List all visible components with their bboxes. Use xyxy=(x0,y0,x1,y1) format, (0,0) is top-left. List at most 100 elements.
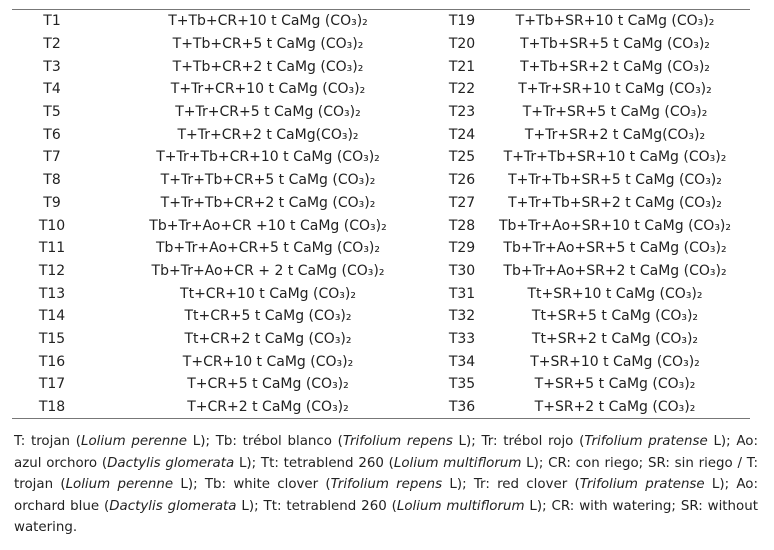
treatment-code: T5 xyxy=(43,104,61,121)
treatment-description: T+Tr+CR+10 t CaMg (CO₃)₂ xyxy=(170,81,366,98)
treatment-description: Tt+SR+2 t CaMg (CO₃)₂ xyxy=(531,330,699,347)
treatment-description: Tt+CR+5 t CaMg (CO₃)₂ xyxy=(184,308,352,325)
treatment-description: T+Tb+SR+5 t CaMg (CO₃)₂ xyxy=(520,36,710,53)
treatment-description: T+Tr+Tb+CR+10 t CaMg (CO₃)₂ xyxy=(156,149,380,166)
treatment-description: T+Tr+Tb+SR+5 t CaMg (CO₃)₂ xyxy=(508,172,722,189)
table-row: T4 T+Tr+CR+10 t CaMg (CO₃)₂ T22 T+Tr+SR+10 … xyxy=(12,78,750,101)
footnote-text: L); Tt: tetrablend 260 ( xyxy=(234,455,394,471)
treatment-description: T+Tb+SR+10 t CaMg (CO₃)₂ xyxy=(515,13,715,30)
table-row: T7 T+Tr+Tb+CR+10 t CaMg (CO₃)₂ T25 T+Tr+Tb+… xyxy=(12,146,750,169)
treatment-code: T20 xyxy=(448,36,476,53)
treatment-code: T7 xyxy=(43,149,61,166)
treatment-description: Tb+Tr+Ao+SR+10 t CaMg (CO₃)₂ xyxy=(498,217,732,234)
treatment-code: T3 xyxy=(43,58,61,75)
treatment-code: T15 xyxy=(38,330,66,347)
treatment-description: T+Tr+Tb+CR+5 t CaMg (CO₃)₂ xyxy=(160,172,376,189)
treatment-description: T+Tr+Tb+SR+2 t CaMg (CO₃)₂ xyxy=(508,194,722,211)
treatment-code: T1 xyxy=(43,13,61,30)
treatment-code: T30 xyxy=(448,262,476,279)
footnote-text: L); Tt: tetrablend 260 ( xyxy=(236,498,397,514)
table-row: T2 T+Tb+CR+5 t CaMg (CO₃)₂ T20 T+Tb+SR+5 t … xyxy=(12,33,750,56)
table-row: T11 Tb+Tr+Ao+CR+5 t CaMg (CO₃)₂ T29 Tb+Tr+A… xyxy=(12,237,750,260)
species-name: Trifolium repens xyxy=(342,434,453,449)
footnote-text: L); Tb: trébol blanco ( xyxy=(187,434,343,449)
treatment-description: Tt+SR+10 t CaMg (CO₃)₂ xyxy=(527,285,703,302)
treatment-code: T16 xyxy=(38,353,66,370)
treatment-code: T8 xyxy=(43,172,61,189)
treatment-code: T27 xyxy=(448,194,476,211)
footnote-text: L); Ao: azul orchoro ( xyxy=(14,434,759,471)
species-name: Dactylis glomerata xyxy=(107,455,235,471)
treatment-code: T32 xyxy=(448,308,476,325)
treatment-code: T21 xyxy=(448,58,476,75)
treatment-code: T6 xyxy=(43,126,61,143)
species-name: Trifolium pratense xyxy=(579,477,705,492)
treatment-description: T+SR+10 t CaMg (CO₃)₂ xyxy=(530,353,700,370)
species-name: Lolium perenne xyxy=(80,434,188,449)
footnote-text: L); Tb: white clover ( xyxy=(173,477,331,492)
treatment-code: T4 xyxy=(43,81,61,98)
table-row: T18 T+CR+2 t CaMg (CO₃)₂ T36 T+SR+2 t CaMg … xyxy=(12,396,750,419)
treatment-description: T+Tb+CR+10 t CaMg (CO₃)₂ xyxy=(168,13,368,30)
treatment-description: T+CR+5 t CaMg (CO₃)₂ xyxy=(187,376,349,393)
treatment-code: T9 xyxy=(43,194,61,211)
table-row: T3 T+Tb+CR+2 t CaMg (CO₃)₂ T21 T+Tb+SR+2 t … xyxy=(12,55,750,78)
table-row: T8 T+Tr+Tb+CR+5 t CaMg (CO₃)₂ T26 T+Tr+Tb+S… xyxy=(12,169,750,192)
treatment-description: T+CR+2 t CaMg (CO₃)₂ xyxy=(187,399,349,416)
treatment-code: T28 xyxy=(448,217,476,234)
footnote-text: L); CR: con riego; SR: sin riego / T: tr… xyxy=(14,455,759,493)
treatment-description: T+SR+2 t CaMg (CO₃)₂ xyxy=(534,399,696,416)
treatment-code: T26 xyxy=(448,172,476,189)
treatment-description: T+Tr+SR+10 t CaMg (CO₃)₂ xyxy=(518,81,712,98)
table-row: T15 Tt+CR+2 t CaMg (CO₃)₂ T33 Tt+SR+2 t CaM… xyxy=(12,328,750,351)
treatment-description: T+Tr+CR+5 t CaMg (CO₃)₂ xyxy=(175,104,361,121)
treatment-code: T34 xyxy=(448,353,476,370)
treatment-description: Tt+SR+5 t CaMg (CO₃)₂ xyxy=(531,308,699,325)
treatment-description: Tb+Tr+Ao+CR +10 t CaMg (CO₃)₂ xyxy=(149,217,387,234)
species-name: Lolium multiflorum xyxy=(396,498,525,514)
treatment-code: T13 xyxy=(38,285,66,302)
treatment-code: T14 xyxy=(38,308,66,325)
treatment-description: T+Tr+CR+2 t CaMg(CO₃)₂ xyxy=(177,126,359,143)
treatment-code: T36 xyxy=(448,399,476,416)
footnote-text: T: trojan ( xyxy=(14,434,81,449)
table-row: T16 T+CR+10 t CaMg (CO₃)₂ T34 T+SR+10 t CaM… xyxy=(12,350,750,373)
treatment-description: T+Tb+CR+2 t CaMg (CO₃)₂ xyxy=(172,58,364,75)
treatment-code: T11 xyxy=(38,240,66,257)
table-row: T1 T+Tb+CR+10 t CaMg (CO₃)₂ T19 T+Tb+SR+10 … xyxy=(12,10,750,33)
species-name: Lolium multiflorum xyxy=(393,455,522,471)
treatment-code: T33 xyxy=(448,330,476,347)
table-row: T5 T+Tr+CR+5 t CaMg (CO₃)₂ T23 T+Tr+SR+5 t … xyxy=(12,101,750,124)
treatment-description: Tt+CR+2 t CaMg (CO₃)₂ xyxy=(184,330,352,347)
treatment-table: T1 T+Tb+CR+10 t CaMg (CO₃)₂ T19 T+Tb+SR+10 … xyxy=(12,9,750,420)
footnote-text: L); Tr: red clover ( xyxy=(442,477,580,492)
species-name: Trifolium pratense xyxy=(584,434,708,449)
treatment-description: T+Tr+SR+5 t CaMg (CO₃)₂ xyxy=(522,104,708,121)
treatment-code: T18 xyxy=(38,399,66,416)
treatment-code: T19 xyxy=(448,13,476,30)
treatment-code: T17 xyxy=(38,376,66,393)
treatment-description: Tb+Tr+Ao+SR+2 t CaMg (CO₃)₂ xyxy=(503,262,727,279)
treatment-description: Tb+Tr+Ao+CR + 2 t CaMg (CO₃)₂ xyxy=(151,262,385,279)
footnote-text: L); Ao: orchard blue ( xyxy=(14,477,758,514)
table-container: T1 T+Tb+CR+10 t CaMg (CO₃)₂ T19 T+Tb+SR+10 … xyxy=(12,9,750,420)
treatment-description: T+Tb+CR+5 t CaMg (CO₃)₂ xyxy=(172,36,364,53)
treatment-description: Tb+Tr+Ao+CR+5 t CaMg (CO₃)₂ xyxy=(155,240,381,257)
treatment-description: T+CR+10 t CaMg (CO₃)₂ xyxy=(182,353,354,370)
treatment-code: T2 xyxy=(43,36,61,53)
treatment-code: T10 xyxy=(38,217,66,234)
table-row: T13 Tt+CR+10 t CaMg (CO₃)₂ T31 Tt+SR+10 t C… xyxy=(12,282,750,305)
treatment-description: T+Tr+Tb+CR+2 t CaMg (CO₃)₂ xyxy=(160,194,376,211)
treatment-code: T12 xyxy=(38,262,66,279)
footnote-text: L); Tr: trébol rojo ( xyxy=(452,434,585,449)
treatment-code: T35 xyxy=(448,376,476,393)
treatment-code: T25 xyxy=(448,149,476,166)
table-row: T9 T+Tr+Tb+CR+2 t CaMg (CO₃)₂ T27 T+Tr+Tb+S… xyxy=(12,192,750,215)
treatment-description: T+Tr+SR+2 t CaMg(CO₃)₂ xyxy=(524,126,706,143)
treatment-code: T23 xyxy=(448,104,476,121)
footnote-text: L); CR: with watering; SR: without water… xyxy=(14,498,758,536)
table-row: T14 Tt+CR+5 t CaMg (CO₃)₂ T32 Tt+SR+5 t CaM… xyxy=(12,305,750,328)
treatment-description: T+Tb+SR+2 t CaMg (CO₃)₂ xyxy=(520,58,710,75)
treatment-description: T+Tr+Tb+SR+10 t CaMg (CO₃)₂ xyxy=(503,149,727,166)
